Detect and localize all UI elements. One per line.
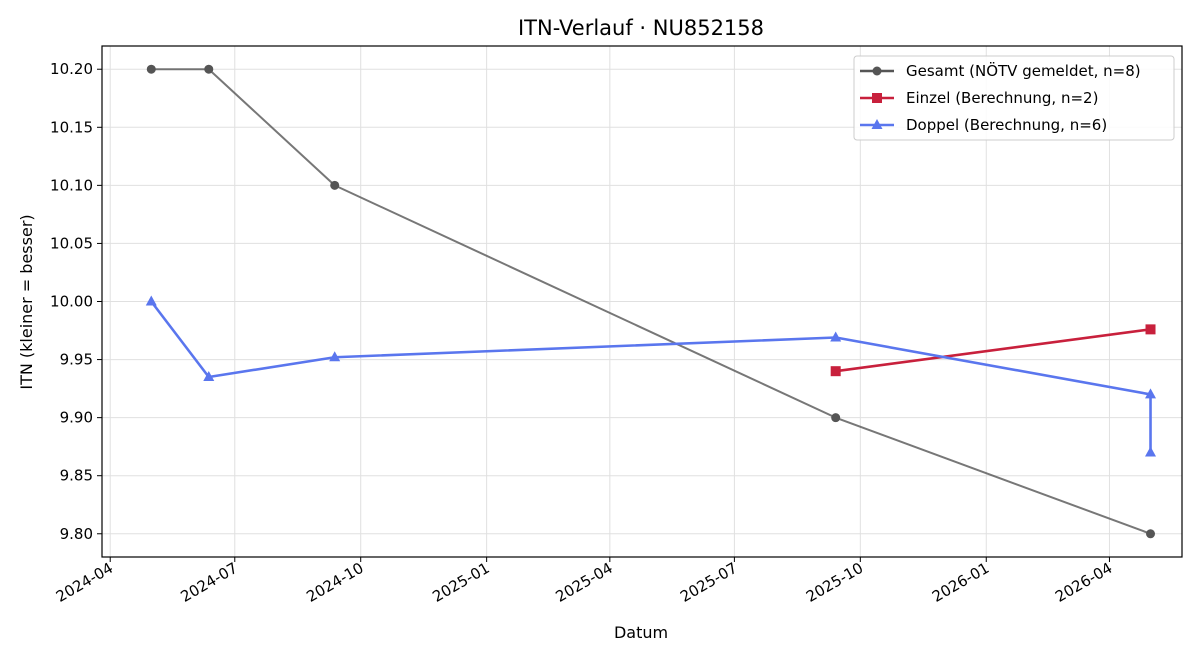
data-point [204, 64, 214, 74]
data-point [871, 119, 883, 129]
x-tick-label: 2024-10 [303, 559, 366, 606]
data-point [872, 93, 882, 103]
y-tick-label: 10.00 [50, 293, 93, 311]
chart-title: ITN-Verlauf · NU852158 [518, 16, 764, 40]
y-tick-label: 9.85 [60, 467, 93, 485]
data-point [831, 413, 841, 423]
y-tick-label: 10.10 [50, 176, 93, 194]
data-point [146, 64, 156, 74]
y-tick-label: 10.20 [50, 60, 93, 78]
data-point [330, 180, 340, 190]
x-tick-label: 2026-04 [1052, 559, 1115, 606]
legend-item: Doppel (Berechnung, n=6) [860, 116, 1107, 134]
legend-item: Gesamt (NÖTV gemeldet, n=8) [860, 61, 1141, 80]
series-line [835, 328, 1151, 373]
data-point [1145, 446, 1157, 457]
data-point [329, 351, 341, 362]
data-point [1145, 388, 1157, 399]
y-tick-label: 10.15 [50, 118, 93, 136]
legend-item: Einzel (Berechnung, n=2) [860, 89, 1098, 107]
x-tick-label: 2024-07 [177, 559, 240, 606]
legend-label: Gesamt (NÖTV gemeldet, n=8) [906, 61, 1141, 80]
data-point [830, 331, 842, 342]
data-point [145, 295, 157, 306]
x-tick-label: 2026-01 [929, 559, 992, 606]
y-tick-label: 9.95 [60, 351, 93, 369]
data-point [203, 370, 215, 381]
x-axis-label: Datum [614, 623, 668, 642]
legend: Gesamt (NÖTV gemeldet, n=8) Einzel (Berec… [853, 55, 1175, 141]
series-group [145, 64, 1157, 539]
series-2 [830, 324, 1156, 377]
x-tick-label: 2025-04 [553, 559, 616, 606]
x-tick-label: 2025-01 [429, 559, 492, 606]
x-tick-label: 2025-07 [677, 559, 740, 606]
legend-label: Einzel (Berechnung, n=2) [906, 89, 1098, 107]
data-point [872, 66, 882, 76]
x-tick-label: 2024-04 [53, 559, 116, 606]
x-tick-label: 2025-10 [803, 559, 866, 606]
series-line [150, 300, 1152, 453]
y-tick-label: 10.05 [50, 234, 93, 252]
grid [102, 46, 1182, 557]
data-point [1146, 529, 1156, 539]
legend-label: Doppel (Berechnung, n=6) [906, 116, 1107, 134]
y-axis-label: ITN (kleiner = besser) [17, 214, 36, 389]
data-point [1145, 324, 1156, 335]
data-point [830, 366, 841, 377]
series-3 [145, 295, 1157, 457]
legend-box [853, 55, 1175, 141]
y-tick-label: 9.80 [60, 525, 93, 543]
axis-ticks: 2024-04 2024-07 2024-10 2025-01 2025-04 2025-… [50, 60, 1115, 606]
y-tick-label: 9.90 [60, 409, 93, 427]
series-1 [146, 64, 1156, 539]
